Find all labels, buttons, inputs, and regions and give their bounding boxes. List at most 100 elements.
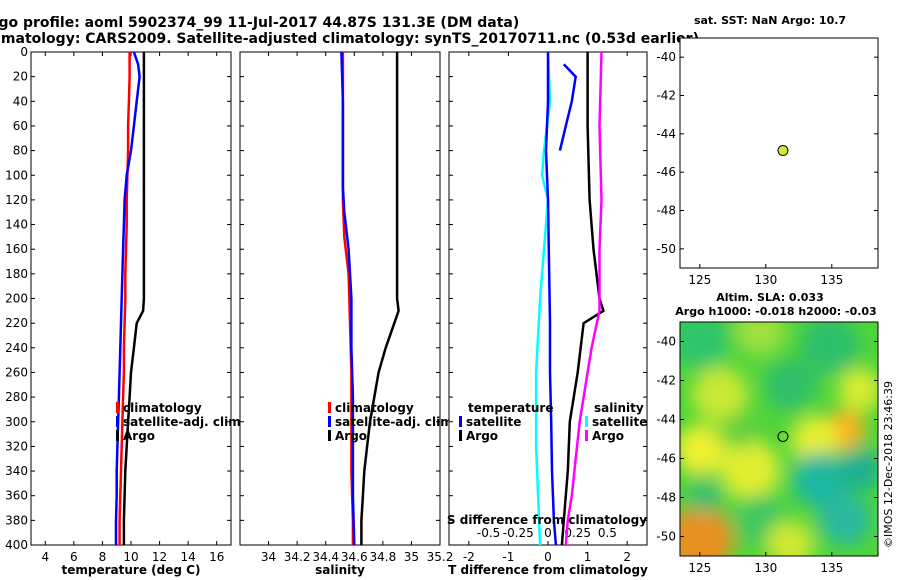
sla-blob	[680, 506, 734, 556]
x-tick-label: 35	[404, 550, 419, 564]
legend-argo-swatch	[116, 430, 119, 441]
y-tick-label: 160	[5, 242, 28, 256]
y-tick-label: 380	[5, 513, 28, 527]
difference-legend-salinity: salinity satellite Argo	[585, 401, 647, 443]
sla-heatmap	[680, 322, 878, 556]
legend-argo-label: Argo	[335, 429, 367, 443]
map-x-tick-label: 130	[754, 561, 777, 575]
sla-blob	[800, 322, 860, 375]
map-y-tick-label: -44	[656, 413, 676, 427]
series-line-salinity-argo	[564, 51, 603, 546]
sla-blob	[838, 448, 878, 492]
map-y-tick-label: -48	[656, 491, 676, 505]
x-tick-label: 1	[584, 550, 592, 564]
sla-blob	[838, 368, 878, 412]
sla-blob	[680, 322, 730, 370]
y-tick-label: 80	[13, 144, 28, 158]
salinity-xlabel: salinity	[315, 563, 365, 577]
legend-climatology-swatch	[328, 402, 331, 413]
y-tick-label: 100	[5, 168, 28, 182]
sla-blob	[692, 367, 748, 423]
y-tick-label: 280	[5, 390, 28, 404]
sla-blob	[792, 452, 848, 508]
legend-satellite-label: satellite-adj. clim.	[123, 415, 245, 429]
x-tick-label: -1	[502, 550, 514, 564]
sla-blob	[819, 494, 871, 546]
sla-panel: Altim. SLA: 0.033 Argo h1000: -0.018 h20…	[656, 291, 895, 575]
salinity-legend: climatology satellite-adj. clim. Argo	[328, 401, 457, 443]
x2-tick-label: -0.25	[503, 526, 534, 540]
location-panel: sat. SST: NaN Argo: 10.7 125 130 135 -40 -42…	[656, 14, 879, 287]
y-tick-label: 240	[5, 341, 28, 355]
x2-tick-label: 0	[544, 526, 552, 540]
legend-salinity-title: salinity	[594, 401, 644, 415]
temperature-xlabel: temperature (deg C)	[62, 563, 201, 577]
y-tick-label: 360	[5, 489, 28, 503]
sst-title: sat. SST: NaN Argo: 10.7	[694, 14, 846, 27]
legend-s-argo-label: Argo	[592, 429, 624, 443]
series-line-salinity-satellite	[544, 52, 558, 546]
legend-climatology-swatch	[116, 402, 119, 413]
legend-climatology-label: climatology	[123, 401, 202, 415]
map-x-tick-label: 130	[754, 273, 777, 287]
salinity-panel: 34 34.2 34.4 34.6 34.8 35 35.2 salinity climat…	[239, 51, 457, 577]
x-tick-label: 16	[209, 550, 224, 564]
legend-satellite-label: satellite-adj. clim.	[335, 415, 457, 429]
sla-blob	[687, 477, 723, 513]
x-tick-label: 8	[99, 550, 107, 564]
series-line-climatology	[118, 52, 131, 545]
y-tick-label: 200	[5, 292, 28, 306]
legend-s-argo-swatch	[585, 430, 588, 441]
x-tick-label: 2	[623, 550, 631, 564]
sla-title-2: Argo h1000: -0.018 h2000: -0.03	[675, 305, 876, 318]
map-y-tick-label: -50	[656, 242, 676, 256]
x-tick-label: 34	[261, 550, 276, 564]
map-y-tick-label: -48	[656, 204, 676, 218]
map-y-tick-label: -40	[656, 335, 676, 349]
x-tick-label: 34.4	[312, 550, 339, 564]
legend-s-satellite-label: satellite	[592, 415, 647, 429]
sla-blob	[764, 359, 816, 411]
x-tick-label: 34.2	[284, 550, 311, 564]
map-x-tick-label: 135	[820, 561, 843, 575]
sla-blob	[766, 521, 814, 556]
y-tick-label: 300	[5, 415, 28, 429]
figure-title-line2: Climatology: CARS2009. Satellite-adjuste…	[0, 31, 699, 47]
map-y-tick-label: -46	[656, 165, 676, 179]
sla-blob	[720, 440, 780, 500]
series-line-satellite-adj-clim-	[114, 51, 141, 545]
sla-title-1: Altim. SLA: 0.033	[716, 291, 823, 304]
map-y-tick-label: -42	[656, 89, 676, 103]
y-tick-label: 0	[20, 45, 28, 59]
series-line-satellite-adj-clim-	[340, 51, 356, 546]
y-tick-label: 320	[5, 439, 28, 453]
x2-tick-label: 0.5	[598, 526, 617, 540]
legend-satellite-swatch	[116, 416, 119, 427]
y-tick-label: 140	[5, 218, 28, 232]
legend-s-satellite-swatch	[585, 416, 588, 427]
legend-temperature-title: temperature	[468, 401, 553, 415]
legend-t-satellite-label: satellite	[466, 415, 521, 429]
sla-axes	[679, 321, 879, 557]
figure-title-line1: Argo profile: aoml 5902374_99 11-Jul-201…	[0, 15, 519, 31]
sla-blob	[722, 412, 758, 448]
x-tick-label: 34.8	[369, 550, 396, 564]
map-y-tick-label: -44	[656, 127, 676, 141]
salinity-axes	[239, 51, 441, 546]
series-line-argo	[360, 52, 400, 545]
sla-blob	[680, 425, 725, 475]
x-tick-label: 14	[181, 550, 196, 564]
difference-panel: -2 -1 0 1 2 -0.5 -0.25 0 0.25 0.5 T difference fr…	[447, 51, 648, 577]
map-y-tick-label: -50	[656, 530, 676, 544]
y-tick-label: 180	[5, 267, 28, 281]
sla-argo-marker	[777, 430, 789, 442]
sla-blob	[735, 322, 785, 355]
legend-argo-swatch	[328, 430, 331, 441]
series-line-argo	[122, 52, 146, 545]
y-tick-label: 260	[5, 365, 28, 379]
x-tick-label: 12	[152, 550, 167, 564]
x-tick-label: 10	[123, 550, 138, 564]
series-line-temperature-argo	[560, 52, 605, 546]
y-tick-label: 400	[5, 538, 28, 552]
